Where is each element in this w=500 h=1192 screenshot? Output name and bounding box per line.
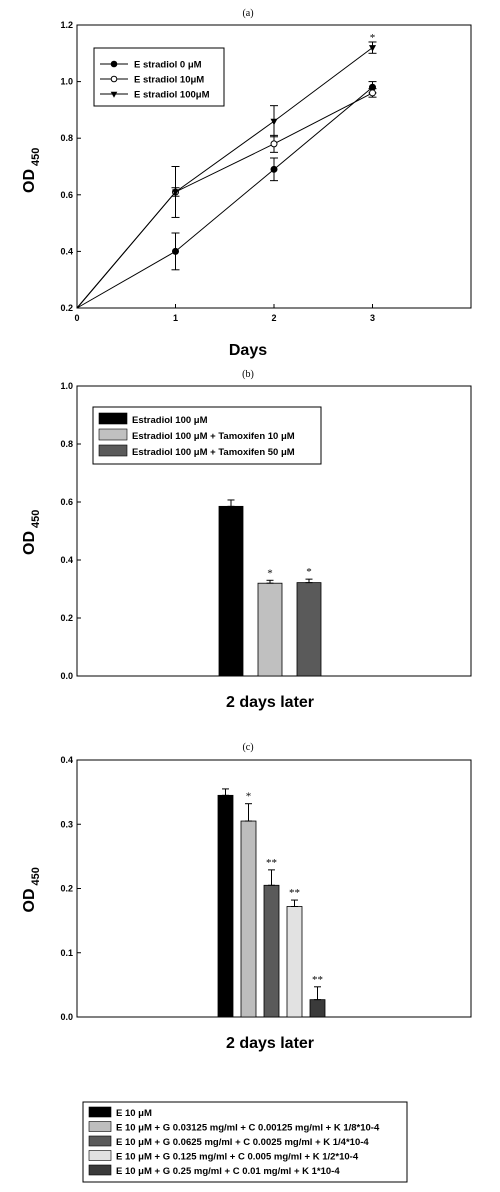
panel-b-x-axis-label: 2 days later (226, 694, 314, 711)
panel-a-ytick-label: 1.2 (60, 20, 73, 30)
bar-b-1 (257, 582, 283, 677)
series-2-line (76, 47, 373, 309)
legend-entry: Estradiol 100 μM (132, 415, 208, 426)
panel-b-legend (92, 406, 322, 465)
panel-b-ytick-label: 0.0 (60, 671, 73, 681)
legend-entry: Estradiol 100 μM + Tamoxifen 50 μM (132, 447, 295, 458)
legend-entry: Estradiol 100 μM + Tamoxifen 10 μM (132, 431, 295, 442)
bar-c-2-error-bar (268, 869, 275, 886)
panel-a-ylabel-main: OD (21, 169, 38, 193)
legend-marker (110, 60, 118, 68)
panel-a-y-axis-label: OD 450 (21, 148, 42, 193)
panel-b-label: (b) (242, 369, 254, 380)
legend-entry: E stradiol 0 μM (134, 60, 202, 71)
panel-b-y-axis-label: OD 450 (21, 510, 42, 555)
panel-c-ytick-label: 0.1 (60, 948, 73, 958)
panel-c-x-axis-label: 2 days later (226, 1035, 314, 1052)
series-2 (76, 47, 373, 309)
panel-b-ylabel-main: OD (21, 531, 38, 555)
panel-b-ytick-label: 1.0 (60, 381, 73, 391)
bar-c-0-error-bar (222, 788, 229, 796)
bar-b-1-significance: * (267, 567, 273, 579)
legend-swatch (88, 1135, 112, 1147)
panel-a-xtick-label: 0 (74, 313, 79, 323)
bar-c-1 (240, 820, 257, 1018)
bar-b-0-error-bar (227, 499, 235, 507)
bar-b-2-significance: * (306, 566, 312, 578)
legend-entry: E stradiol 100μM (134, 90, 210, 101)
panel-b-ytick-label: 0.2 (60, 613, 73, 623)
legend-swatch (88, 1150, 112, 1161)
panel-b-ytick-label: 0.6 (60, 497, 73, 507)
panel-a-xtick-label: 1 (173, 313, 178, 323)
series-1-line (76, 92, 373, 309)
panel-c-ytick-label: 0.3 (60, 819, 73, 829)
series-0-marker (270, 165, 278, 173)
series-2-marker (369, 45, 376, 52)
series-1-marker (369, 89, 376, 97)
legend-entry: E 10 μM + G 0.25 mg/ml + C 0.01 mg/ml + … (116, 1166, 340, 1177)
series-2-marker (172, 189, 179, 196)
panel-a-ylabel-sub: 450 (30, 148, 42, 166)
bar-c-3-significance: ** (289, 887, 300, 899)
bar-c-3 (286, 906, 303, 1018)
series-1 (76, 92, 373, 309)
legend-swatch (98, 444, 128, 457)
bar-c-1-error-bar (245, 803, 252, 822)
panel-a-ytick-label: 0.2 (60, 303, 73, 313)
bar-b-2 (296, 582, 322, 677)
legend-swatch (88, 1106, 112, 1118)
panel-c-label: (c) (242, 742, 253, 753)
legend-swatch (88, 1164, 112, 1176)
legend-entry: E 10 μM (116, 1108, 152, 1119)
bar-c-4 (309, 999, 326, 1018)
bar-c-3-error-bar (291, 899, 298, 907)
panel-a-ytick-label: 0.6 (60, 190, 73, 200)
legend-marker (110, 91, 118, 98)
panel-c-ytick-label: 0.4 (60, 755, 73, 765)
panel-c-ylabel-main: OD (21, 889, 38, 913)
bar-b-2-error-bar (305, 578, 313, 584)
legend-swatch (98, 428, 128, 441)
legend-swatch (88, 1121, 112, 1132)
panel-a-label: (a) (242, 8, 253, 19)
series-0-line (76, 86, 373, 309)
panel-c-ytick-label: 0.0 (60, 1012, 73, 1022)
panel-b-ytick-label: 0.8 (60, 439, 73, 449)
bar-c-1-significance: * (246, 791, 252, 803)
panel-a-ytick-label: 0.4 (60, 246, 73, 256)
legend-entry: E stradiol 10μM (134, 75, 204, 86)
panel-a-x-axis-label: Days (229, 342, 267, 359)
legend-entry: E 10 μM + G 0.125 mg/ml + C 0.005 mg/ml … (116, 1152, 359, 1163)
panel-a-annotation: * (370, 32, 376, 44)
panel-c-legend (82, 1101, 408, 1183)
bar-c-4-error-bar (314, 986, 321, 1001)
bar-c-4-significance: ** (312, 974, 323, 986)
panel-a-xtick-label: 2 (271, 313, 276, 323)
panel-c-ytick-label: 0.2 (60, 884, 73, 894)
bar-c-2-significance: ** (266, 857, 277, 869)
series-0 (76, 86, 373, 309)
series-1-marker (270, 140, 278, 148)
bar-b-1-error-bar (266, 579, 274, 584)
panel-c-ylabel-sub: 450 (30, 867, 42, 885)
legend-entry: E 10 μM + G 0.0625 mg/ml + C 0.0025 mg/m… (116, 1137, 369, 1148)
legend-swatch (98, 412, 128, 425)
panel-b-ylabel-sub: 450 (30, 510, 42, 528)
bar-c-2 (263, 884, 280, 1018)
legend-marker (110, 75, 118, 83)
bar-b-0 (218, 505, 244, 677)
panel-a-ytick-label: 0.8 (60, 133, 73, 143)
panel-b-ytick-label: 0.4 (60, 555, 73, 565)
bar-c-0 (217, 794, 234, 1018)
legend-entry: E 10 μM + G 0.03125 mg/ml + C 0.00125 mg… (116, 1123, 380, 1134)
series-2-marker (270, 118, 278, 126)
panel-c-y-axis-label: OD 450 (21, 867, 42, 912)
panel-a-xtick-label: 3 (370, 313, 375, 323)
series-0-marker (172, 247, 179, 255)
panel-a-ytick-label: 1.0 (60, 77, 73, 87)
